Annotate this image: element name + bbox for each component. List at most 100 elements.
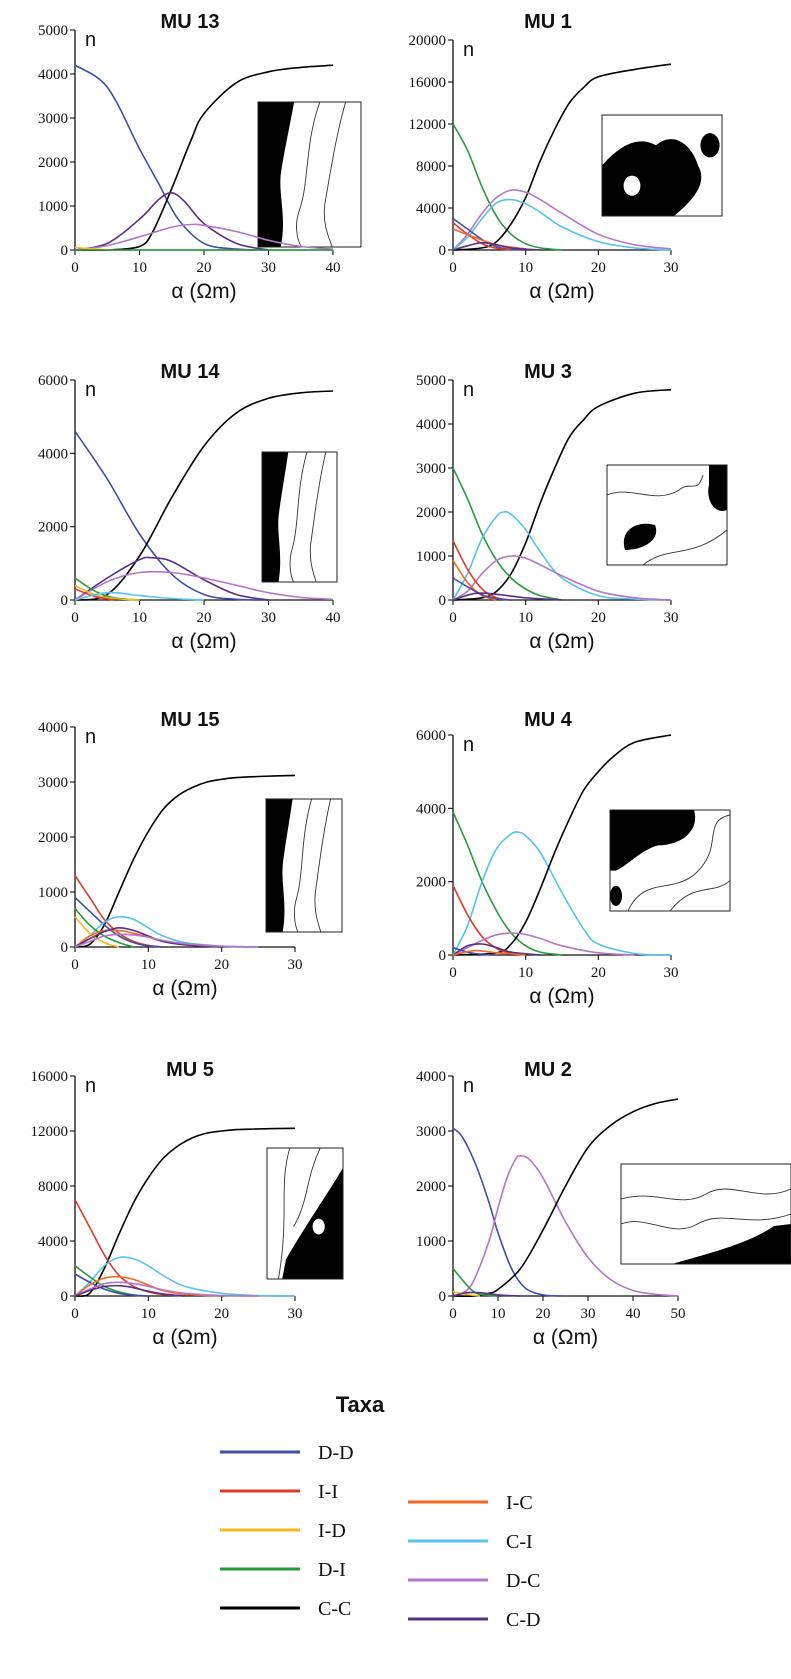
- series-line-d-d: [452, 1127, 566, 1297]
- series-line-i-i: [74, 1199, 186, 1297]
- series-line-d-c: [74, 1281, 259, 1297]
- y-tick-label: 1000: [416, 549, 446, 565]
- x-tick-label: 10: [132, 260, 147, 276]
- panel-title: MU 14: [161, 361, 221, 383]
- x-tick-label: 30: [664, 260, 679, 276]
- series-line-c-c: [74, 774, 296, 948]
- panel-title: MU 2: [524, 1059, 572, 1081]
- x-tick-label: 30: [664, 965, 679, 981]
- series-line-d-d: [452, 946, 497, 956]
- series-line-c-c: [452, 388, 672, 601]
- panel-mu-4: 0 2000 4000 6000 0 10 20 30 MU 4 n α (Ωm): [416, 709, 731, 1008]
- series-line-d-c: [74, 223, 334, 251]
- x-axis-label: α (Ωm): [529, 630, 594, 653]
- legend-item-d-d: D-D: [220, 1442, 354, 1464]
- series-line-i-i: [74, 588, 114, 601]
- y-tick-label: 4000: [416, 201, 446, 217]
- y-axis-label: n: [85, 1075, 96, 1097]
- y-tick-label: 0: [61, 243, 69, 259]
- y-tick-label: 0: [439, 1289, 447, 1305]
- x-tick-label: 0: [71, 1306, 79, 1322]
- panel-mu-1: 0 4000 8000 12000 16000 20000 0 10 20 30 MU 1 n α (Ω…: [409, 11, 723, 303]
- y-tick-label: 6000: [416, 728, 446, 744]
- series-line-d-c: [74, 933, 259, 948]
- panel-mu-13: 0 1000 2000 3000 4000 5000 0 10 20 30 40 MU 13 n α (Ω…: [38, 11, 362, 303]
- x-tick-label: 40: [326, 610, 341, 626]
- y-tick-label: 2000: [38, 155, 68, 171]
- y-tick-label: 3000: [416, 1124, 446, 1140]
- series-line-d-d: [74, 1273, 149, 1297]
- series-line-c-i: [452, 198, 672, 251]
- y-tick-label: 16000: [409, 75, 447, 91]
- x-tick-label: 20: [214, 957, 229, 973]
- x-axis-label: α (Ωm): [152, 977, 217, 1000]
- y-tick-label: 2000: [38, 520, 68, 536]
- x-axis-label: α (Ωm): [171, 630, 236, 653]
- legend-label: C-D: [506, 1609, 540, 1631]
- series-line-d-d: [74, 896, 164, 948]
- series-line-i-i: [452, 222, 512, 251]
- inset-map: [261, 451, 338, 583]
- y-tick-label: 4000: [416, 1069, 446, 1085]
- series-line-i-d: [452, 1290, 481, 1297]
- legend-label: C-I: [506, 1531, 533, 1553]
- legend-title: Taxa: [336, 1392, 385, 1417]
- y-tick-label: 2000: [416, 875, 446, 891]
- y-tick-label: 4000: [38, 1234, 68, 1250]
- series-line-c-d: [74, 926, 222, 948]
- x-tick-label: 0: [449, 965, 457, 981]
- y-tick-label: 2000: [38, 830, 68, 846]
- x-tick-label: 20: [197, 610, 212, 626]
- x-tick-label: 30: [288, 957, 303, 973]
- x-tick-label: 40: [326, 260, 341, 276]
- x-tick-label: 0: [71, 957, 79, 973]
- y-tick-label: 4000: [416, 801, 446, 817]
- y-axis-label: n: [85, 726, 96, 748]
- legend: Taxa D-D I-I I-D D-I C-C I-C C-I D-C C-D: [220, 1392, 540, 1631]
- y-tick-label: 6000: [38, 373, 68, 389]
- x-tick-label: 10: [141, 1306, 156, 1322]
- x-tick-label: 20: [591, 610, 606, 626]
- y-tick-label: 5000: [416, 373, 446, 389]
- legend-item-c-d: C-D: [408, 1609, 540, 1631]
- legend-label: D-C: [506, 1570, 540, 1592]
- inset-map: [609, 809, 731, 912]
- panel-mu-14: 0 2000 4000 6000 0 10 20 30 40 MU 14 n α (Ωm): [38, 361, 341, 653]
- x-tick-label: 0: [449, 260, 457, 276]
- panel-mu-15: 0 1000 2000 3000 4000 0 10 20 30 MU 15 n α (Ωm): [38, 709, 343, 1000]
- y-tick-label: 20000: [409, 33, 447, 49]
- series-line-i-c: [452, 949, 526, 956]
- y-axis-label: n: [463, 379, 474, 401]
- y-tick-label: 1000: [38, 885, 68, 901]
- y-tick-label: 0: [439, 948, 447, 964]
- y-tick-label: 3000: [416, 461, 446, 477]
- y-tick-label: 12000: [31, 1124, 69, 1140]
- x-axis-label: α (Ωm): [152, 1326, 217, 1349]
- panel-title: MU 5: [166, 1059, 214, 1081]
- series-line-c-c: [74, 390, 334, 601]
- x-tick-label: 20: [591, 965, 606, 981]
- series-line-d-i: [452, 123, 563, 251]
- legend-item-c-c: C-C: [220, 1598, 351, 1620]
- y-tick-label: 12000: [409, 117, 447, 133]
- inset-map: [601, 114, 723, 217]
- x-tick-label: 0: [449, 610, 457, 626]
- series-line-d-d: [74, 64, 269, 251]
- panel-title: MU 1: [524, 11, 572, 33]
- x-tick-label: 0: [449, 1306, 457, 1322]
- series-line-d-d: [74, 430, 269, 601]
- y-tick-label: 3000: [38, 111, 68, 127]
- y-tick-label: 4000: [416, 417, 446, 433]
- y-tick-label: 4000: [38, 446, 68, 462]
- legend-item-d-i: D-I: [220, 1559, 346, 1581]
- legend-item-i-i: I-I: [220, 1481, 338, 1503]
- series-line-c-c: [74, 1127, 296, 1297]
- y-tick-label: 0: [61, 593, 69, 609]
- series-line-d-i: [452, 1267, 499, 1297]
- legend-label: I-I: [318, 1481, 338, 1503]
- y-tick-label: 0: [61, 1289, 69, 1305]
- series-line-c-i: [452, 831, 672, 956]
- legend-item-i-c: I-C: [408, 1492, 533, 1514]
- series-line-d-d: [452, 577, 512, 601]
